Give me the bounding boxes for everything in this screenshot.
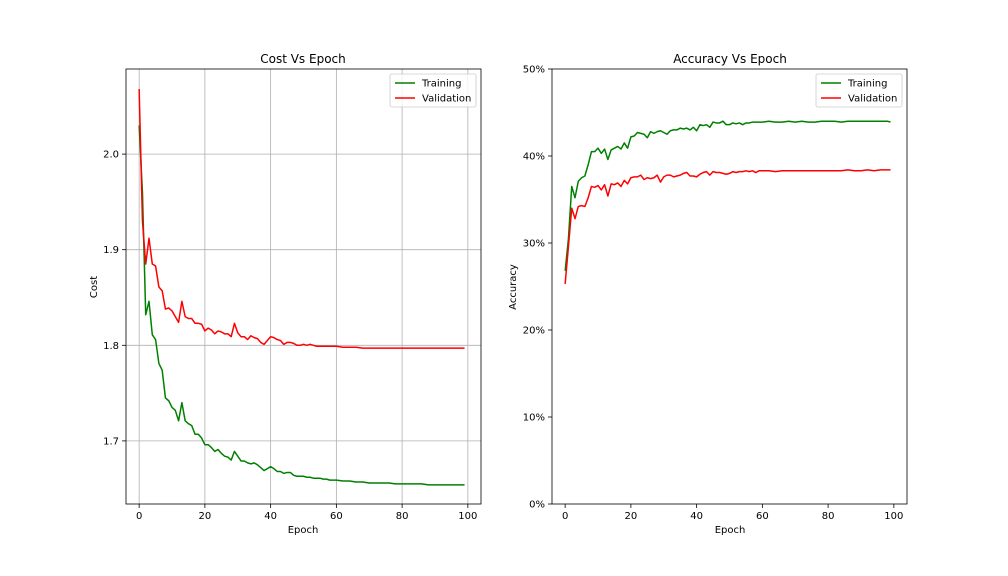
cost-y-tick-label: 1.7: [103, 436, 119, 447]
accuracy-x-tick-label: 20: [625, 511, 638, 522]
cost-plot-x-axis-label: Epoch: [288, 525, 319, 536]
accuracy-x-tick-label: 0: [562, 511, 568, 522]
accuracy-y-tick-label: 0%: [529, 500, 545, 511]
accuracy-x-tick-label: 80: [822, 511, 835, 522]
cost-x-tick-label: 60: [330, 511, 343, 522]
cost-x-tick-label: 20: [199, 511, 212, 522]
accuracy-y-tick-label: 50%: [523, 65, 545, 76]
accuracy-x-tick-label: 40: [690, 511, 703, 522]
cost-x-tick-label: 40: [264, 511, 277, 522]
cost-x-tick-label: 100: [458, 511, 477, 522]
accuracy-series-validation: [564, 169, 891, 284]
cost-series-validation: [138, 89, 465, 349]
accuracy-vs-epoch-plot: Accuracy Vs Epoch Epoch Accuracy 0 20 40 60…: [508, 52, 908, 536]
cost-y-tick-label: 2.0: [103, 150, 119, 161]
accuracy-x-tick-label: 100: [884, 511, 903, 522]
accuracy-y-tick-label: 10%: [523, 413, 545, 424]
accuracy-legend-label-validation: Validation: [848, 94, 897, 105]
cost-y-tick-label: 1.9: [103, 245, 119, 256]
cost-y-tick-label: 1.8: [103, 341, 119, 352]
accuracy-plot-title: Accuracy Vs Epoch: [673, 52, 787, 66]
cost-legend-label-training: Training: [421, 79, 461, 90]
cost-series-training: [138, 125, 465, 486]
cost-axes-frame: [125, 68, 482, 505]
accuracy-y-tick-label: 20%: [523, 326, 545, 337]
cost-legend: Training Validation: [389, 73, 477, 108]
cost-plot-y-axis-label: Cost: [89, 276, 100, 298]
accuracy-legend: Training Validation: [815, 73, 903, 108]
accuracy-y-tick-label: 40%: [523, 152, 545, 163]
cost-legend-label-validation: Validation: [422, 94, 471, 105]
accuracy-legend-label-training: Training: [847, 79, 887, 90]
cost-vs-epoch-plot: Cost Vs Epoch Epoch Cost 0 20 40 60 80 100 1.7…: [89, 52, 482, 536]
accuracy-plot-y-axis-label: Accuracy: [508, 264, 519, 310]
cost-x-tick-label: 80: [396, 511, 409, 522]
accuracy-y-tick-label: 30%: [523, 239, 545, 250]
accuracy-x-tick-label: 60: [756, 511, 769, 522]
accuracy-axes-frame: [551, 68, 908, 505]
cost-plot-title: Cost Vs Epoch: [260, 52, 346, 66]
accuracy-series-training: [564, 120, 891, 271]
cost-x-tick-label: 0: [136, 511, 142, 522]
accuracy-plot-x-axis-label: Epoch: [715, 525, 746, 536]
